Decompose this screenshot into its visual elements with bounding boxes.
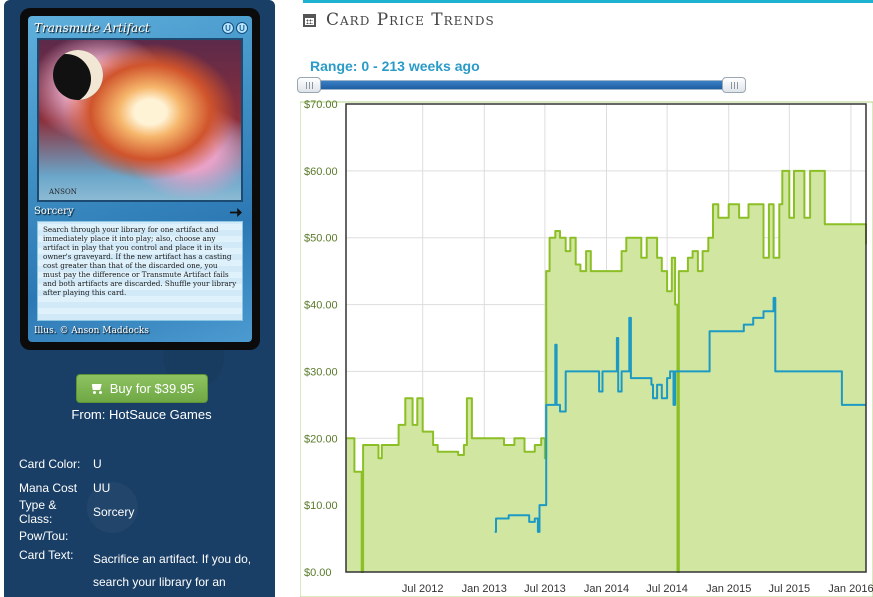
attribute-label: Type & Class: [19,498,57,526]
range-end-handle[interactable] [722,77,746,93]
price-trends-header: Card Price Trends [303,10,495,30]
card-image[interactable]: Transmute Artifact U U ANSON Sorcery Sea… [20,8,260,350]
attribute-value: Sorcery [93,505,135,519]
attribute-row: Card Color: U [19,452,253,476]
y-tick-label: $20.00 [304,433,338,445]
shopping-cart-icon [90,383,104,394]
calendar-icon [303,13,316,27]
y-tick-label: $40.00 [304,300,338,312]
x-axis-labels: Jul 2012 Jan 2013 Jul 2013 Jan 2014 Jul 2014… [402,583,873,595]
range-start-handle[interactable] [297,77,321,93]
x-tick-label: Jan 2013 [462,583,507,595]
x-tick-label: Jan 2014 [584,583,629,595]
chart-series [346,169,867,573]
y-tick-label: $30.00 [304,366,338,378]
price-chart: $0.00 $10.00 $20.00 $30.00 $40.00 $50.00 $60.0… [300,99,873,597]
attribute-label: Mana Cost [19,481,78,495]
series-line-high [346,169,867,573]
card-illustrator: Illus. © Anson Maddocks [34,326,149,336]
range-label: Range: 0 - 213 weeks ago [310,58,480,74]
card-sidebar: Transmute Artifact U U ANSON Sorcery Sea… [4,0,275,597]
range-slider[interactable] [297,77,746,93]
moon-shape [53,50,103,100]
x-tick-label: Jul 2014 [646,583,688,595]
attribute-value: UU [93,481,111,495]
attribute-row: Card Text: Sacrifice an artifact. If you… [19,548,253,589]
x-tick-label: Jul 2013 [524,583,566,595]
card-title: Transmute Artifact [34,21,150,35]
y-tick-label: $60.00 [304,166,338,178]
series-line-low [494,296,866,533]
attribute-row: Pow/Tou: [19,524,253,548]
card-frame: Transmute Artifact U U ANSON Sorcery Sea… [28,16,252,342]
attribute-row: Mana Cost UU [19,476,253,500]
attribute-row: Type & Class: Sorcery [19,498,253,526]
buy-button-label: Buy for $39.95 [109,381,195,396]
card-attributes: Card Color: U Mana Cost UU Type & Class:… [19,452,253,589]
buy-button[interactable]: Buy for $39.95 [76,374,208,403]
y-tick-label: $0.00 [304,567,332,579]
plot-border [345,103,867,573]
y-axis-labels: $0.00 $10.00 $20.00 $30.00 $40.00 $50.00 $60.0… [304,99,338,579]
section-title: Card Price Trends [326,10,495,30]
card-rules-text: Search through your library for one arti… [37,221,243,321]
x-tick-label: Jan 2015 [706,583,751,595]
attribute-value: Sacrifice an artifact. If you do, search… [93,552,252,589]
card-type-line: Sorcery [34,206,74,217]
y-tick-label: $50.00 [304,233,338,245]
x-tick-label: Jul 2012 [402,583,444,595]
attribute-label: Pow/Tou: [19,529,69,543]
attribute-value: U [93,457,102,471]
blue-mana-icon: U [222,22,234,34]
x-tick-label: Jan 2016 [828,583,873,595]
y-tick-label: $10.00 [304,500,338,512]
attribute-label: Card Text: [19,548,74,562]
attribute-label: Card Color: [19,457,81,471]
blue-mana-icon: U [236,22,248,34]
x-tick-label: Jul 2015 [769,583,811,595]
y-tick-label: $70.00 [304,99,338,111]
anvil-icon [230,208,242,217]
seller-name: From: HotSauce Games [71,407,212,422]
accent-rule [303,0,873,3]
card-artwork: ANSON [37,38,243,202]
artist-signature: ANSON [49,188,77,196]
